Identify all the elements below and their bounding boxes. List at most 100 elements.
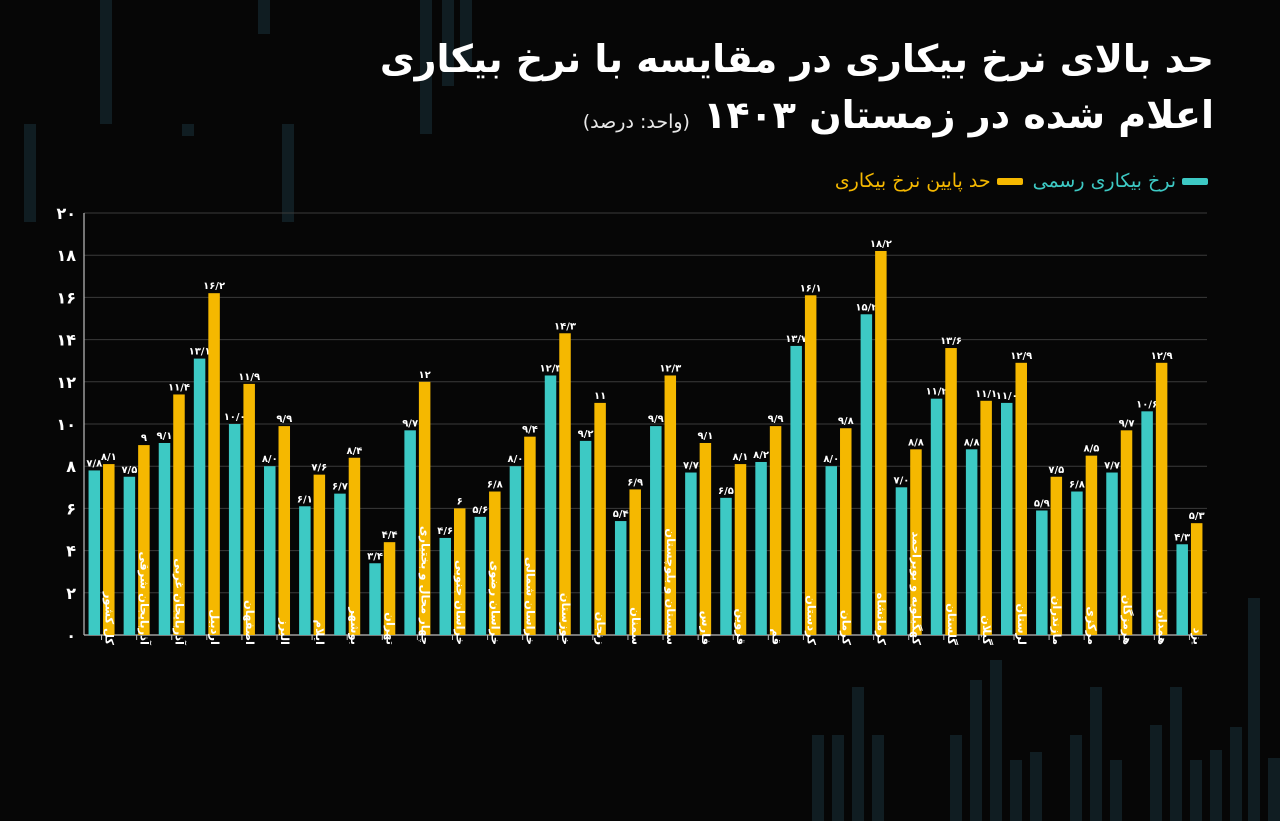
y-tick-label: ۲۰ [56,204,76,223]
y-tick-label: ۸ [66,457,76,476]
bar-lower-bound [559,333,571,635]
decorative-bar-8 [812,735,824,821]
decorative-bar-19 [1110,760,1122,821]
data-label-lower-bound: ۱۶/۲ [203,281,225,292]
bar-official [404,430,416,635]
bar-official [228,424,241,635]
decorative-bar-12 [950,735,962,821]
data-label-lower-bound: ۱۱/۹ [238,372,260,383]
bar-official [860,314,873,635]
decorative-bar-11 [872,735,884,821]
data-label-official: ۱۵/۲ [855,302,877,313]
bar-official [544,375,557,635]
decorative-bar-9 [832,735,844,821]
x-category-label: همدان [1155,609,1169,645]
decorative-bar-17 [1070,735,1082,821]
x-category-label: سمنان [629,607,643,645]
x-category-label: سیستان و بلوچستان [663,528,678,645]
data-label-official: ۵/۴ [613,509,629,520]
decorative-bar-6 [442,0,454,86]
decorative-bar-3 [282,124,294,222]
x-category-label: البرز [278,617,292,645]
data-label-official: ۷/۸ [86,458,102,469]
y-tick-label: ۱۲ [56,373,76,392]
data-label-lower-bound: ۸/۴ [347,446,363,457]
bar-lower-bound [208,293,220,635]
data-label-lower-bound: ۷/۶ [311,463,327,474]
data-label-lower-bound: ۹/۴ [522,425,538,436]
x-category-label: خراسان جنوبی [452,560,467,645]
data-label-official: ۹/۷ [402,418,418,429]
bar-lower-bound [453,508,466,635]
y-tick-label: ۰ [66,626,76,645]
data-label-lower-bound: ۶/۸ [487,480,503,491]
data-label-lower-bound: ۸/۱ [101,452,117,463]
data-label-official: ۶/۵ [718,486,734,497]
bar-lower-bound [348,457,361,635]
data-label-official: ۵/۹ [1034,499,1050,510]
bar-official [369,563,381,635]
chart-title-line-2: اعلام شده در زمستان ۱۴۰۳ (واحد: درصد) [583,92,1214,145]
x-category-label: کرمان [840,610,854,645]
bar-lower-bound [1120,430,1133,635]
x-category-label: اردبیل [208,609,222,645]
bar-lower-bound [734,464,747,635]
decorative-bar-5 [420,0,432,134]
bar-lower-bound [769,426,782,635]
decorative-bar-26 [1268,758,1280,821]
x-category-label: یزد [1190,628,1204,645]
decorative-bar-24 [1230,727,1242,821]
x-category-label: اصفهان [243,600,257,645]
data-label-lower-bound: ۹/۹ [276,414,292,425]
x-category-label: تهران [383,612,397,645]
x-category-label: گیلان [980,615,994,645]
data-label-official: ۱۰/۰ [224,412,246,423]
data-label-official: ۳/۴ [367,551,383,562]
data-label-official: ۷/۵ [121,465,137,476]
data-label-lower-bound: ۱۲/۳ [659,363,681,374]
x-category-label: گلستان [945,603,959,645]
bar-lower-bound [1155,362,1168,635]
data-label-lower-bound: ۷/۵ [1048,465,1064,476]
y-tick-label: ۴ [66,542,76,561]
decorative-bar-13 [970,680,982,821]
x-category-label: بوشهر [347,606,362,645]
data-label-official: ۱۱/۰ [996,391,1018,402]
data-label-lower-bound: ۱۲/۹ [1010,351,1032,362]
data-label-official: ۶/۸ [1069,480,1085,491]
data-label-official: ۷/۰ [894,475,910,486]
data-label-lower-bound: ۸/۱ [733,452,749,463]
decorative-bar-14 [990,660,1002,821]
data-label-official: ۸/۰ [507,454,523,465]
data-label-official: ۶/۱ [297,494,313,505]
decorative-bar-2 [258,0,270,34]
bar-official [158,442,171,635]
bar-official [1176,544,1188,635]
legend: نرخ بیکاری رسمی حد پایین نرخ بیکاری [835,170,1208,192]
y-tick-label: ۲ [66,584,76,603]
bar-lower-bound [910,449,922,635]
data-label-lower-bound: ۱۲ [419,370,431,381]
data-label-official: ۷/۷ [1104,461,1120,472]
data-label-official: ۸/۲ [753,450,769,461]
data-label-official: ۱۳/۷ [785,334,807,345]
data-label-official: ۹/۱ [157,431,173,442]
chart-title-line-1: حد بالای نرخ بیکاری در مقایسه با نرخ بیک… [379,37,1214,81]
bar-lower-bound [1085,455,1098,635]
bar-official [123,476,136,635]
bar-lower-bound [489,491,501,635]
legend-item-lower-bound: حد پایین نرخ بیکاری [835,170,1023,192]
data-label-lower-bound: ۹/۹ [768,414,784,425]
data-label-official: ۶/۷ [332,482,348,493]
y-tick-label: ۶ [66,499,76,518]
bar-lower-bound [1015,362,1027,635]
data-label-official: ۷/۷ [683,461,699,472]
bar-lower-bound [313,474,326,635]
bar-official [474,516,487,635]
x-category-label: کرمانشاه [875,593,889,646]
bar-official [579,440,592,635]
data-label-lower-bound: ۱۲/۹ [1151,351,1173,362]
data-label-lower-bound: ۱۸/۲ [870,239,892,250]
bar-official [193,358,206,635]
